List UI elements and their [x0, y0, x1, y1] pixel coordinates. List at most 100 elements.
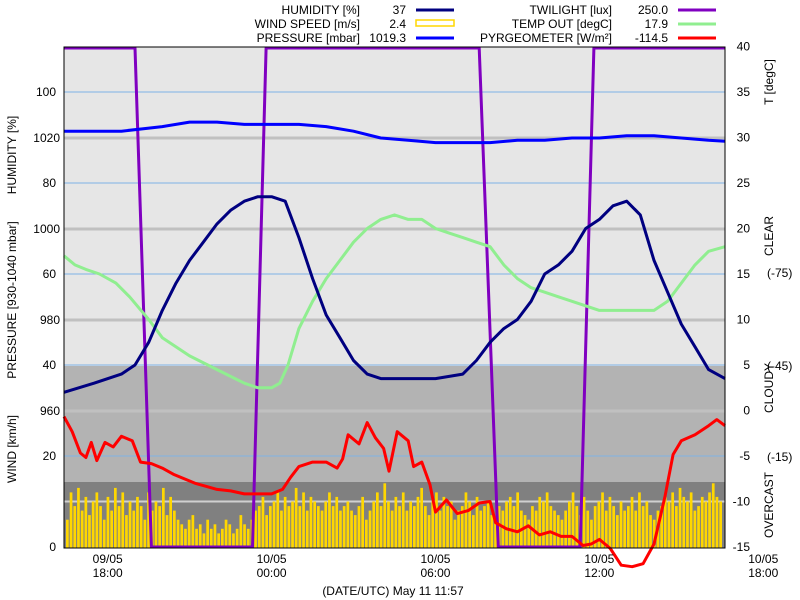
wind-bar [73, 506, 77, 548]
wind-bar [102, 519, 106, 548]
wind-bar [715, 496, 719, 548]
x-tick-date: 10/05 [257, 552, 287, 566]
wind-bar [77, 487, 80, 548]
wind-bar [501, 510, 505, 548]
wind-bar [597, 501, 601, 548]
left-tick-labels: 100 80 60 40 1020 1000 980 960 20 0 [33, 85, 60, 554]
wind-bar [228, 524, 232, 549]
wind-bar [689, 492, 693, 548]
wind-bar [128, 501, 132, 548]
wind-bar [568, 501, 571, 548]
series-line-twilight [64, 46, 725, 549]
wind-bar [711, 483, 715, 548]
wind-bar [184, 528, 187, 548]
wind-bar [206, 519, 209, 548]
pressure-tick-label: 1000 [33, 222, 60, 236]
wind-bar [435, 492, 438, 548]
wind-tick-label: 0 [49, 540, 56, 554]
humidity-tick-label: 100 [36, 85, 56, 99]
wind-bar [276, 492, 280, 548]
legend-value: 1019.3 [369, 31, 406, 45]
wind-bar [682, 496, 686, 548]
x-tick-time: 18:00 [748, 566, 778, 580]
wind-bar [667, 501, 671, 548]
legend-name: PRESSURE [mbar] [257, 31, 360, 45]
wind-bar [69, 492, 73, 548]
x-tick-time: 18:00 [93, 566, 123, 580]
wind-bar [512, 506, 516, 548]
x-tick-time: 12:00 [584, 566, 614, 580]
wind-bar [302, 492, 305, 548]
x-axis-label: (DATE/UTC) May 11 11:57 [322, 584, 464, 598]
wind-bar [708, 492, 711, 548]
wind-bar [516, 492, 519, 548]
wind-bar [564, 510, 567, 548]
wind-bar [416, 496, 420, 548]
overcast-zone-label: OVERCAST [762, 471, 776, 538]
wind-bar [283, 496, 287, 548]
wind-bar [110, 510, 113, 548]
wind-bar [608, 496, 612, 548]
x-tick-time: 00:00 [257, 566, 287, 580]
x-tick-date: 10/05 [584, 552, 614, 566]
wind-bar [601, 492, 604, 548]
wind-bar [590, 519, 593, 548]
wind-bar [95, 492, 99, 548]
x-tick-labels: 09/0518:0010/0500:0010/0506:0010/0512:00… [93, 552, 779, 580]
wind-bar [139, 506, 143, 548]
wind-bar [313, 501, 316, 548]
cloudy-zone-value: (-45) [767, 359, 792, 373]
wind-bar [202, 533, 206, 548]
wind-bar [645, 501, 649, 548]
wind-bar [575, 506, 579, 548]
wind-bar [88, 515, 91, 548]
wind-bar [195, 528, 198, 548]
wind-bar [638, 492, 641, 548]
wind-bar [704, 501, 708, 548]
temperature-tick-label: 0 [743, 404, 750, 418]
wind-bar [309, 496, 313, 548]
wind-bar [401, 492, 405, 548]
clear-zone-value: (-75) [767, 266, 792, 280]
wind-bar [305, 510, 309, 548]
pressure-axis-label: PRESSURE [930-1040 mbar] [5, 221, 19, 378]
wind-bar [460, 506, 464, 548]
wind-bar [534, 510, 538, 548]
wind-bar [582, 496, 586, 548]
wind-bar [442, 496, 446, 548]
wind-bar [154, 501, 158, 548]
x-tick-date: 10/05 [748, 552, 778, 566]
temperature-tick-label: -5 [739, 449, 750, 463]
plot-frame [63, 46, 726, 549]
wind-bar [254, 510, 257, 548]
wind-bar [291, 501, 294, 548]
wind-bar [612, 506, 615, 548]
wind-bar [331, 506, 335, 548]
wind-bar [538, 496, 542, 548]
wind-bar [376, 492, 379, 548]
wind-bar [169, 496, 172, 548]
temperature-tick-label: 10 [737, 313, 751, 327]
wind-bar [394, 496, 398, 548]
humidity-tick-label: 80 [43, 176, 57, 190]
temperature-tick-label: 5 [743, 358, 750, 372]
wind-bar [269, 506, 272, 548]
wind-bar [660, 506, 663, 548]
wind-bar [246, 528, 250, 548]
wind-bar [365, 519, 368, 548]
wind-bar [387, 501, 390, 548]
wind-bar [280, 510, 283, 548]
pressure-tick-label: 1020 [33, 131, 60, 145]
wind-bar [420, 487, 423, 548]
wind-bar [125, 515, 128, 548]
wind-bar [165, 515, 169, 548]
legend-name: HUMIDITY [%] [282, 3, 360, 17]
wind-bar [173, 510, 176, 548]
legend-name: TWILIGHT [lux] [530, 3, 612, 17]
zone-cloudy [64, 366, 725, 482]
series-line-pressure [64, 120, 726, 145]
wind-bar [121, 492, 125, 548]
wind-bar [472, 515, 475, 548]
wind-bar [368, 510, 372, 548]
wind-bar [324, 501, 328, 548]
